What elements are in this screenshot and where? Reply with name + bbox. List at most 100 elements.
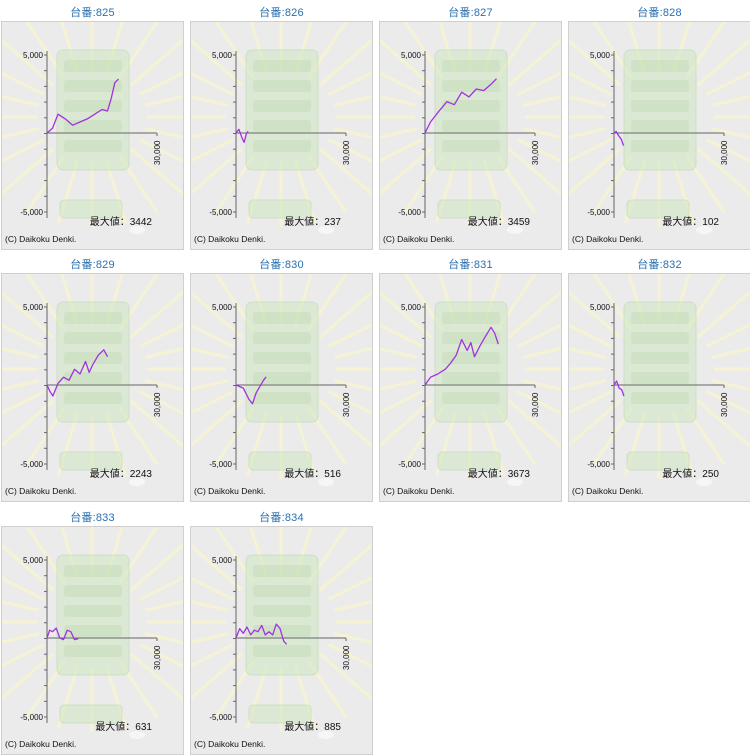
x-tick-label: 30,000: [531, 140, 540, 165]
chart-svg: 5,000 -5,000 30,000: [2, 527, 183, 739]
background-rays: [380, 22, 561, 227]
max-value-label: 最大値：885: [284, 722, 341, 733]
y-tick-label-positive: 5,000: [590, 51, 611, 60]
chart-panel: 5,000 -5,000 30,000 最大値：237 (C) Daikoku Denk…: [190, 21, 373, 250]
series-line: [235, 623, 288, 645]
chart-title: 台番:827: [448, 7, 493, 19]
series-line: [235, 128, 249, 144]
background-machine: [245, 49, 334, 234]
y-tick-label-negative: -5,000: [398, 208, 421, 217]
y-tick-label-negative: -5,000: [209, 460, 232, 469]
x-tick-label: 30,000: [720, 140, 729, 165]
series-line: [613, 130, 625, 146]
chart-svg: 5,000 -5,000 30,000: [380, 22, 561, 234]
chart-title: 台番:828: [637, 7, 682, 19]
chart-svg: 5,000 -5,000 30,000: [380, 274, 561, 486]
background-machine: [245, 301, 334, 486]
max-value-label: 最大値：237: [284, 217, 341, 228]
max-value-label: 最大値：631: [95, 722, 152, 733]
x-tick-label: 30,000: [342, 140, 351, 165]
y-tick-label-negative: -5,000: [20, 713, 43, 722]
series-line: [235, 376, 267, 405]
max-value-label: 最大値：3673: [467, 469, 530, 480]
max-value-label: 最大値：102: [662, 217, 719, 228]
y-tick-label-positive: 5,000: [212, 303, 233, 312]
background-machine: [245, 554, 334, 739]
copyright-text: (C) Daikoku Denki.: [572, 234, 644, 244]
chart-svg: 5,000 -5,000 30,000: [2, 22, 183, 234]
chart-svg: 5,000 -5,000 30,000: [191, 527, 372, 739]
y-tick-label-positive: 5,000: [212, 51, 233, 60]
series-line: [613, 380, 625, 397]
series-line: [46, 78, 119, 134]
x-tick-label: 30,000: [531, 392, 540, 417]
background-machine: [434, 49, 523, 234]
copyright-text: (C) Daikoku Denki.: [383, 486, 455, 496]
y-tick-label-positive: 5,000: [590, 303, 611, 312]
chart-panel: 5,000 -5,000 30,000 最大値：885 (C) Daikoku Denk…: [190, 526, 373, 755]
copyright-text: (C) Daikoku Denki.: [383, 234, 455, 244]
chart-svg: 5,000 -5,000 30,000: [191, 22, 372, 234]
copyright-text: (C) Daikoku Denki.: [194, 234, 266, 244]
chart-title: 台番:826: [259, 7, 304, 19]
background-machine: [56, 301, 145, 486]
copyright-text: (C) Daikoku Denki.: [194, 486, 266, 496]
series-line: [424, 78, 497, 134]
y-tick-label-negative: -5,000: [20, 208, 43, 217]
y-tick-label-negative: -5,000: [587, 208, 610, 217]
chart-svg: 5,000 -5,000 30,000: [2, 274, 183, 486]
chart-panel: 5,000 -5,000 30,000 最大値：250 (C) Daikoku Denk…: [568, 273, 750, 502]
chart-panel: 5,000 -5,000 30,000 最大値：631 (C) Daikoku Denk…: [1, 526, 184, 755]
x-tick-label: 30,000: [342, 392, 351, 417]
background-rays: [191, 527, 372, 732]
chart-title: 台番:829: [70, 259, 115, 271]
series-line: [46, 627, 79, 641]
background-machine: [434, 301, 523, 486]
x-tick-label: 30,000: [153, 645, 162, 670]
chart-svg: 5,000 -5,000 30,000: [569, 274, 750, 486]
y-tick-label-positive: 5,000: [212, 556, 233, 565]
y-tick-label-negative: -5,000: [20, 460, 43, 469]
copyright-text: (C) Daikoku Denki.: [194, 739, 266, 749]
max-value-label: 最大値：2243: [89, 469, 152, 480]
background-machine: [623, 301, 712, 486]
max-value-label: 最大値：3442: [89, 217, 152, 228]
background-machine: [623, 49, 712, 234]
chart-panel: 5,000 -5,000 30,000 最大値：3442 (C) Daikoku Den…: [1, 21, 184, 250]
chart-panel: 5,000 -5,000 30,000 最大値：3673 (C) Daikoku Den…: [379, 273, 562, 502]
y-tick-label-positive: 5,000: [23, 556, 44, 565]
x-tick-label: 30,000: [720, 392, 729, 417]
x-tick-label: 30,000: [342, 645, 351, 670]
y-tick-label-positive: 5,000: [23, 51, 44, 60]
background-rays: [569, 274, 750, 479]
y-tick-label-positive: 5,000: [401, 303, 422, 312]
copyright-text: (C) Daikoku Denki.: [572, 486, 644, 496]
chart-title: 台番:831: [448, 259, 493, 271]
chart-panel: 5,000 -5,000 30,000 最大値：102 (C) Daikoku Denk…: [568, 21, 750, 250]
y-tick-label-positive: 5,000: [401, 51, 422, 60]
y-tick-label-positive: 5,000: [23, 303, 44, 312]
chart-panel: 5,000 -5,000 30,000 最大値：516 (C) Daikoku Denk…: [190, 273, 373, 502]
copyright-text: (C) Daikoku Denki.: [5, 739, 77, 749]
copyright-text: (C) Daikoku Denki.: [5, 486, 77, 496]
chart-title: 台番:832: [637, 259, 682, 271]
copyright-text: (C) Daikoku Denki.: [5, 234, 77, 244]
y-tick-label-negative: -5,000: [587, 460, 610, 469]
chart-svg: 5,000 -5,000 30,000: [191, 274, 372, 486]
background-machine: [56, 554, 145, 739]
chart-title: 台番:825: [70, 7, 115, 19]
max-value-label: 最大値：516: [284, 469, 341, 480]
x-tick-label: 30,000: [153, 140, 162, 165]
series-line: [424, 326, 499, 386]
y-tick-label-negative: -5,000: [209, 713, 232, 722]
chart-panel: 5,000 -5,000 30,000 最大値：2243 (C) Daikoku Den…: [1, 273, 184, 502]
chart-panel: 5,000 -5,000 30,000 最大値：3459 (C) Daikoku Den…: [379, 21, 562, 250]
chart-title: 台番:833: [70, 512, 115, 524]
max-value-label: 最大値：250: [662, 469, 719, 480]
chart-svg: 5,000 -5,000 30,000: [569, 22, 750, 234]
background-machine: [56, 49, 145, 234]
max-value-label: 最大値：3459: [467, 217, 530, 228]
series-line: [46, 349, 109, 397]
chart-title: 台番:834: [259, 512, 304, 524]
y-tick-label-negative: -5,000: [209, 208, 232, 217]
